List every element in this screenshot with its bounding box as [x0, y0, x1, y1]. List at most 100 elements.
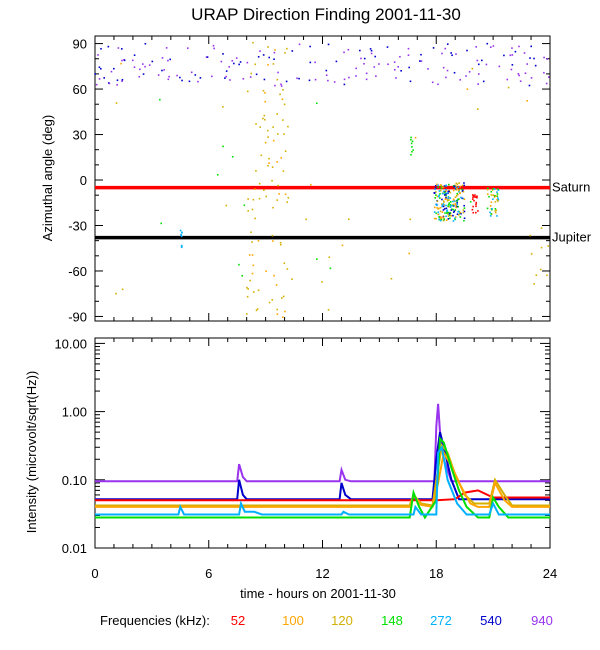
azimuth-scatter-point: [463, 184, 465, 187]
azimuth-scatter-point: [159, 98, 161, 101]
azimuth-scatter-point: [448, 202, 451, 204]
frequency-legend-940: 940: [531, 613, 553, 628]
azimuth-scatter-point: [452, 208, 454, 211]
frequency-legend-100: 100: [282, 613, 304, 628]
azimuth-y-tick-label: -90: [68, 309, 87, 324]
azimuth-scatter-point: [451, 204, 454, 207]
x-tick-label: 18: [429, 566, 443, 581]
azimuth-scatter-point: [448, 199, 450, 201]
azimuth-scatter-point: [461, 188, 463, 191]
azimuth-scatter-point: [435, 191, 437, 193]
azimuth-scatter-point: [445, 219, 448, 221]
azimuth-scatter-point: [506, 78, 509, 81]
azimuth-scatter-point: [359, 49, 361, 52]
azimuth-scatter-point: [251, 272, 254, 275]
azimuth-scatter-point: [213, 47, 215, 50]
azimuth-scatter-point: [408, 66, 410, 69]
azimuth-scatter-point: [103, 77, 106, 79]
azimuth-scatter-point: [276, 78, 279, 81]
azimuth-scatter-point: [328, 256, 331, 259]
azimuth-scatter-point: [248, 254, 251, 256]
azimuth-scatter-point: [327, 43, 330, 46]
azimuth-scatter-point: [365, 78, 368, 81]
azimuth-scatter-point: [452, 220, 455, 222]
azimuth-scatter-point: [443, 204, 445, 206]
azimuth-scatter-point: [485, 63, 488, 66]
azimuth-scatter-point: [457, 210, 459, 213]
azimuth-scatter-point: [497, 188, 499, 190]
azimuth-scatter-point: [314, 78, 317, 81]
azimuth-scatter-point: [491, 189, 494, 191]
azimuth-scatter-point: [251, 241, 253, 243]
azimuth-scatter-point: [117, 47, 120, 49]
azimuth-scatter-point: [265, 270, 267, 272]
azimuth-scatter-point: [447, 211, 450, 214]
azimuth-scatter-point: [462, 211, 465, 214]
azimuth-scatter-point: [161, 69, 163, 72]
azimuth-scatter-point: [298, 43, 301, 46]
azimuth-scatter-point: [287, 196, 290, 199]
azimuth-scatter-point: [444, 212, 446, 214]
azimuth-scatter-point: [369, 48, 372, 50]
azimuth-scatter-point: [437, 184, 439, 187]
azimuth-scatter-point: [535, 274, 538, 277]
azimuth-scatter-point: [486, 42, 489, 45]
azimuth-scatter-point: [281, 316, 284, 318]
azimuth-scatter-point: [390, 277, 393, 280]
azimuth-scatter-point: [540, 246, 543, 249]
azimuth-scatter-point: [463, 198, 466, 201]
azimuth-scatter-point: [335, 60, 338, 63]
azimuth-scatter-point: [543, 71, 545, 74]
azimuth-scatter-point: [190, 71, 193, 74]
azimuth-scatter-point: [461, 189, 464, 192]
azimuth-scatter-point: [272, 240, 274, 242]
azimuth-scatter-point: [472, 195, 475, 197]
azimuth-scatter-point: [496, 215, 498, 217]
azimuth-scatter-point: [212, 44, 215, 47]
azimuth-scatter-point: [528, 84, 531, 87]
azimuth-scatter-point: [370, 49, 373, 52]
azimuth-scatter-point: [267, 136, 269, 138]
azimuth-scatter-point: [477, 63, 480, 66]
azimuth-panel: 90 60 30 0 -30 -60 -90 Saturn Jupiter Azimuthal…: [40, 35, 592, 324]
azimuth-axis-ticks: 90 60 30 0 -30 -60 -90: [68, 36, 551, 324]
azimuth-scatter-point: [511, 47, 513, 49]
azimuth-scatter-point: [461, 197, 464, 200]
azimuth-scatter-point: [251, 254, 254, 256]
azimuth-scatter-point: [447, 190, 450, 193]
azimuth-scatter-point: [254, 217, 256, 220]
azimuth-scatter-point: [310, 183, 312, 186]
azimuth-scatter-point: [463, 204, 465, 207]
azimuth-scatter-point: [442, 203, 445, 205]
azimuth-scatter-point: [239, 61, 242, 63]
azimuth-scatter-point: [325, 69, 328, 72]
azimuth-scatter-point: [107, 45, 110, 48]
azimuth-scatter-point: [254, 188, 256, 190]
azimuth-scatter-point: [449, 206, 452, 208]
azimuth-scatter-point: [431, 81, 434, 84]
azimuth-scatter-point: [458, 198, 461, 200]
frequency-legend: Frequencies (kHz): 52 100 120 148 272 540 940: [100, 613, 553, 628]
azimuth-scatter-point: [455, 204, 457, 207]
azimuth-scatter-point: [284, 150, 287, 153]
reference-label-saturn: Saturn: [552, 180, 590, 195]
azimuth-scatter-point: [453, 71, 456, 74]
azimuth-scatter-point: [437, 195, 440, 198]
azimuth-scatter-point: [276, 161, 278, 163]
azimuth-scatter-point: [247, 198, 249, 200]
azimuth-scatter-point: [450, 204, 453, 207]
azimuth-scatter-point: [268, 162, 270, 164]
azimuth-scatter-point: [450, 52, 452, 54]
azimuth-scatter-point: [486, 193, 489, 196]
azimuth-scatter-point: [123, 59, 126, 62]
azimuth-scatter-point: [243, 204, 246, 207]
frequency-legend-148: 148: [381, 613, 403, 628]
azimuth-scatter-point: [247, 288, 249, 290]
azimuth-scatter-point: [144, 65, 146, 68]
azimuth-scatter-point: [291, 50, 294, 52]
azimuth-scatter-point: [112, 67, 115, 70]
azimuth-scatter-point: [278, 193, 280, 195]
azimuth-scatter-point: [533, 283, 535, 285]
azimuth-scatter-point: [263, 78, 266, 81]
azimuth-scatter-point: [235, 57, 238, 59]
